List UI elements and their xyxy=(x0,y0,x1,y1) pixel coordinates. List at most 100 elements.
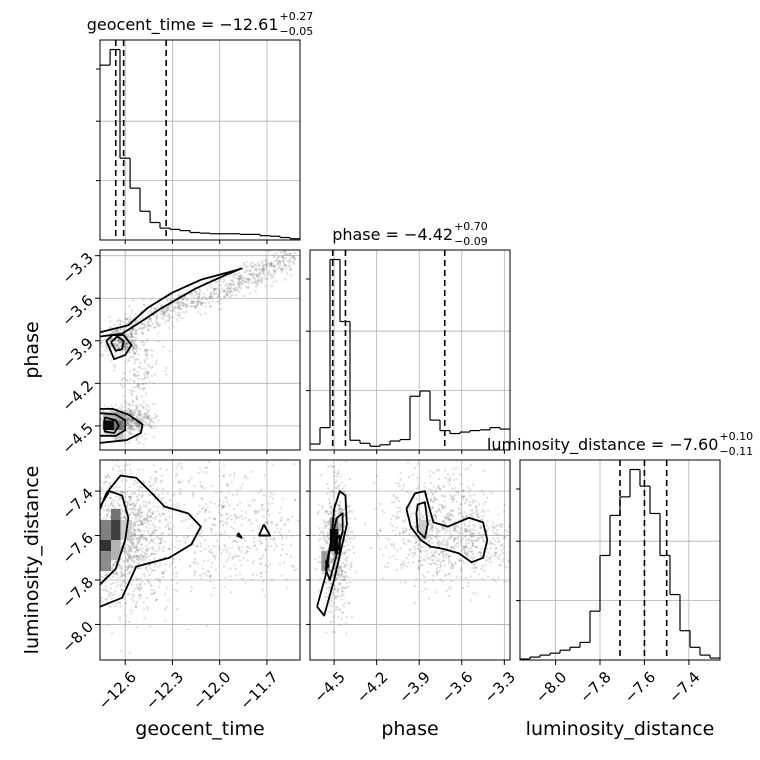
sample-point xyxy=(142,298,145,301)
sample-point xyxy=(163,311,167,315)
sample-point xyxy=(262,267,266,270)
sample-point xyxy=(206,506,210,509)
sample-point xyxy=(200,536,203,539)
sample-point xyxy=(124,342,127,346)
sample-point xyxy=(128,513,131,517)
sample-point xyxy=(137,498,141,501)
sample-point xyxy=(137,386,140,389)
sample-point xyxy=(155,598,159,601)
sample-point xyxy=(105,515,108,518)
sample-point xyxy=(120,572,123,575)
sample-point xyxy=(128,553,132,557)
sample-point xyxy=(137,537,141,540)
sample-point xyxy=(181,316,184,320)
sample-point xyxy=(128,555,131,559)
sample-point xyxy=(229,286,233,289)
sample-point xyxy=(471,567,474,570)
sample-point xyxy=(221,289,225,293)
sample-point xyxy=(217,292,221,295)
sample-point xyxy=(154,479,157,482)
sample-point xyxy=(134,421,137,424)
sample-point xyxy=(482,539,485,543)
sample-point xyxy=(129,563,132,566)
sample-point xyxy=(293,257,297,260)
sample-point xyxy=(147,563,151,567)
sample-point xyxy=(137,442,140,445)
sample-point xyxy=(113,369,116,372)
sample-point xyxy=(438,569,441,572)
sample-point xyxy=(135,345,138,348)
sample-point xyxy=(200,301,203,305)
sample-point xyxy=(260,571,263,575)
sample-point xyxy=(454,536,458,540)
sample-point xyxy=(129,498,132,501)
sample-point xyxy=(122,395,126,398)
sample-point xyxy=(346,527,349,530)
sample-point xyxy=(125,342,128,346)
sample-point xyxy=(431,523,434,526)
sample-point xyxy=(166,319,169,322)
sample-point xyxy=(112,581,115,585)
sample-point xyxy=(200,484,203,488)
sample-point xyxy=(135,414,139,417)
sample-point xyxy=(138,524,141,527)
sample-point xyxy=(414,527,418,530)
sample-point xyxy=(473,566,476,569)
sample-point xyxy=(145,353,149,356)
sample-point xyxy=(194,557,197,560)
sample-point xyxy=(133,358,136,362)
sample-point xyxy=(479,552,482,555)
sample-point xyxy=(468,520,472,524)
sample-point xyxy=(131,537,135,540)
sample-point xyxy=(453,487,457,490)
sample-point xyxy=(445,528,448,531)
sample-point xyxy=(135,424,138,428)
sample-point xyxy=(131,502,135,505)
sample-point xyxy=(263,274,266,277)
sample-point xyxy=(336,577,339,580)
panel-frame-geocent_time xyxy=(99,39,301,241)
sample-point xyxy=(131,419,135,422)
sample-point xyxy=(193,290,196,293)
sample-point xyxy=(133,532,137,536)
sample-point xyxy=(255,281,259,284)
sample-point xyxy=(476,515,480,519)
sample-point xyxy=(342,490,346,493)
sample-point xyxy=(139,577,142,580)
sample-point xyxy=(126,501,130,504)
sample-point xyxy=(128,429,132,432)
sample-point xyxy=(337,526,341,529)
sample-point xyxy=(127,319,130,322)
sample-point xyxy=(259,270,262,274)
sample-point xyxy=(434,551,438,555)
sample-point xyxy=(278,266,281,270)
sample-point xyxy=(124,568,127,572)
sample-point xyxy=(130,338,133,341)
sample-point xyxy=(408,533,411,536)
sample-point xyxy=(516,577,518,579)
sample-point xyxy=(138,583,142,586)
sample-point xyxy=(94,503,96,505)
sample-point xyxy=(461,546,465,549)
sample-point xyxy=(307,554,309,556)
sample-point xyxy=(131,411,135,414)
sample-point xyxy=(147,423,150,426)
sample-point xyxy=(241,517,244,521)
sample-point xyxy=(465,542,468,545)
sample-point xyxy=(325,492,329,495)
sample-point xyxy=(414,536,417,539)
sample-point xyxy=(191,544,195,547)
sample-point xyxy=(225,291,228,295)
sample-point xyxy=(258,274,262,278)
sample-point xyxy=(219,513,223,517)
sample-point xyxy=(226,517,230,520)
sample-point xyxy=(268,250,271,253)
sample-point xyxy=(399,546,402,550)
sample-point xyxy=(257,279,260,282)
sample-point xyxy=(127,358,130,361)
sample-point xyxy=(341,561,345,565)
sample-point xyxy=(339,566,343,569)
sample-point xyxy=(255,268,258,271)
sample-point xyxy=(462,489,465,493)
sample-point xyxy=(96,487,98,489)
